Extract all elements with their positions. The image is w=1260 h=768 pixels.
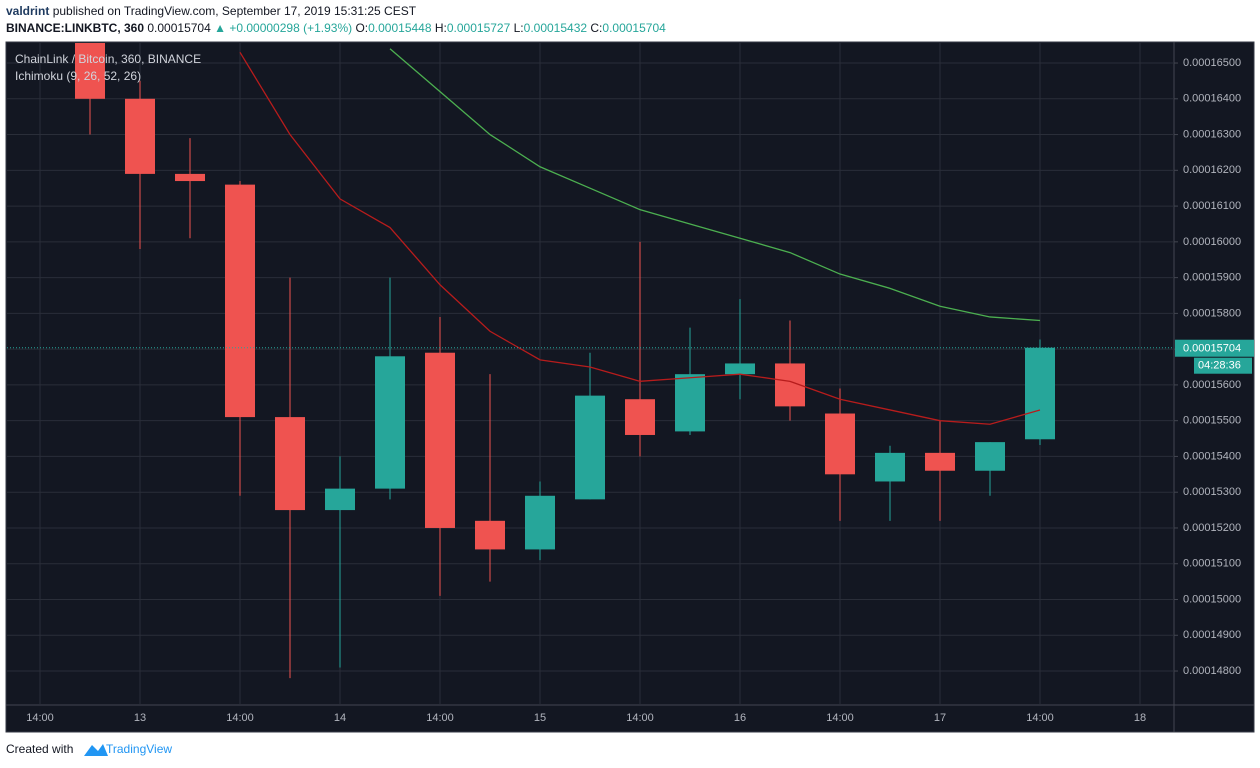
indicator-label: Ichimoku (9, 26, 52, 26) — [15, 69, 141, 83]
footer-created: Created with — [6, 742, 73, 756]
x-tick-label: 14:00 — [826, 712, 854, 724]
high-label: H: — [435, 21, 447, 35]
y-tick-label: 0.00016300 — [1183, 128, 1241, 140]
candle-body — [375, 356, 405, 489]
y-tick-label: 0.00015200 — [1183, 522, 1241, 534]
y-tick-label: 0.00015900 — [1183, 272, 1241, 284]
candle-body — [75, 43, 105, 99]
y-tick-label: 0.00016500 — [1183, 57, 1241, 69]
x-tick-label: 13 — [134, 712, 146, 724]
candle-body — [625, 399, 655, 435]
y-tick-label: 0.00015000 — [1183, 593, 1241, 605]
candle-body — [825, 413, 855, 475]
x-tick-label: 14:00 — [1026, 712, 1054, 724]
candle-body — [275, 417, 305, 511]
ichimoku-line — [389, 48, 1041, 322]
low: 0.00015432 — [524, 21, 588, 35]
candle-body — [225, 184, 255, 418]
x-tick-label: 14:00 — [426, 712, 454, 724]
y-tick-label: 0.00016400 — [1183, 93, 1241, 105]
high: 0.00015727 — [447, 21, 511, 35]
open: 0.00015448 — [368, 21, 432, 35]
footer-brand[interactable]: TradingView — [106, 742, 172, 756]
y-tick-label: 0.00015600 — [1183, 379, 1241, 391]
candle-body — [475, 520, 505, 550]
candle-body — [175, 173, 205, 182]
x-tick-label: 14:00 — [626, 712, 654, 724]
header-line: valdrint published on TradingView.com, S… — [6, 4, 417, 18]
brand-logo — [84, 744, 108, 756]
y-tick-label: 0.00016200 — [1183, 164, 1241, 176]
symbol: BINANCE:LINKBTC, 360 — [6, 21, 144, 35]
countdown-box — [1194, 357, 1252, 374]
x-tick-label: 14:00 — [226, 712, 254, 724]
last-price-box — [1175, 339, 1254, 357]
y-tick-label: 0.00015300 — [1183, 486, 1241, 498]
x-tick-label: 14:00 — [26, 712, 54, 724]
close: 0.00015704 — [602, 21, 666, 35]
y-tick-label: 0.00015500 — [1183, 415, 1241, 427]
candle-body — [125, 98, 155, 174]
candle-body — [675, 374, 705, 432]
y-tick-label: 0.00014900 — [1183, 629, 1241, 641]
arrow: ▲ — [214, 21, 226, 35]
candle-body — [1025, 347, 1055, 440]
chart-title: ChainLink / Bitcoin, 360, BINANCE — [15, 52, 201, 66]
published: published on TradingView.com, September … — [53, 4, 417, 18]
y-tick-label: 0.00015100 — [1183, 558, 1241, 570]
x-tick-label: 15 — [534, 712, 546, 724]
x-tick-label: 18 — [1134, 712, 1146, 724]
plot — [7, 43, 1174, 679]
candle-body — [975, 442, 1005, 471]
candle-body — [925, 452, 955, 471]
y-tick-label: 0.00015400 — [1183, 450, 1241, 462]
y-tick-label: 0.00014800 — [1183, 665, 1241, 677]
x-tick-label: 16 — [734, 712, 746, 724]
last-price-label: 0.00015704 — [1183, 343, 1241, 355]
close-label: C: — [590, 21, 602, 35]
y-tick-label: 0.00016000 — [1183, 236, 1241, 248]
symbol-line: BINANCE:LINKBTC, 360 0.00015704 ▲ +0.000… — [6, 21, 666, 35]
x-tick-label: 17 — [934, 712, 946, 724]
y-tick-label: 0.00015800 — [1183, 307, 1241, 319]
y-tick-label: 0.00016100 — [1183, 200, 1241, 212]
chart-panel — [5, 41, 1255, 733]
x-tick-label: 14 — [334, 712, 346, 724]
axes: 0.00014800 0.00014900 0.00015000 0.00015100… — [26, 57, 1254, 724]
author: valdrint — [6, 4, 49, 18]
change: +0.00000298 (+1.93%) — [229, 21, 352, 35]
low-label: L: — [514, 21, 524, 35]
candle-body — [325, 488, 355, 511]
open-label: O: — [355, 21, 368, 35]
candle-body — [575, 395, 605, 500]
candle-body — [425, 352, 455, 528]
countdown-label: 04:28:36 — [1198, 360, 1241, 372]
candle-body — [525, 495, 555, 550]
candle-body — [725, 363, 755, 375]
price: 0.00015704 — [147, 21, 211, 35]
ichimoku-line — [239, 51, 1041, 425]
candle-body — [875, 452, 905, 482]
